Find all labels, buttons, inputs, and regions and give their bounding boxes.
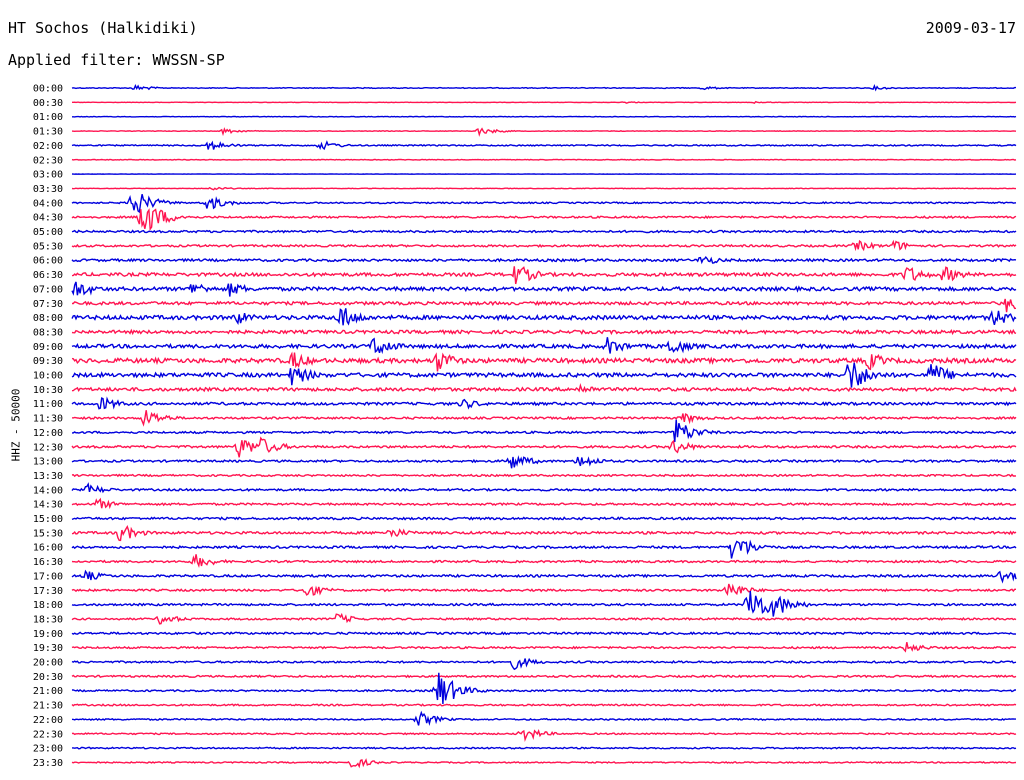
trace-row [71, 410, 1017, 427]
row-time-label: 10:30 [33, 385, 63, 396]
trace-row [71, 208, 1017, 231]
trace-row [71, 729, 1017, 742]
row-time-label: 14:00 [33, 485, 63, 496]
trace-row [71, 239, 1017, 252]
row-time-label: 08:00 [33, 313, 63, 324]
row-time-label: 20:00 [33, 658, 63, 669]
row-time-label: 18:30 [33, 614, 63, 625]
filter-label: Applied filter: WWSSN-SP [8, 51, 225, 69]
row-time-label: 15:30 [33, 528, 63, 539]
row-time-label: 18:00 [33, 600, 63, 611]
trace-row [71, 127, 1017, 137]
row-time-label: 03:30 [33, 184, 63, 195]
trace-row [71, 672, 1016, 705]
row-time-label: 09:00 [33, 342, 63, 353]
trace-row [71, 612, 1017, 625]
row-time-label: 07:30 [33, 299, 63, 310]
row-time-label: 23:30 [33, 758, 63, 769]
trace-row [71, 516, 1017, 521]
trace-row [71, 281, 1017, 297]
row-time-label: 11:00 [33, 399, 63, 410]
recording-date: 2009-03-17 [925, 19, 1016, 37]
trace-row [71, 158, 1017, 161]
trace-row [71, 436, 1017, 458]
row-time-label: 05:30 [33, 241, 63, 252]
row-time-label: 06:00 [33, 256, 63, 267]
trace-row [72, 746, 1017, 750]
trace-row [71, 186, 1016, 191]
trace-row [71, 337, 1017, 355]
row-time-label: 08:30 [33, 327, 63, 338]
row-time-label: 22:00 [33, 715, 63, 726]
trace-row [71, 583, 1016, 596]
trace-row [71, 308, 1017, 326]
row-time-label: 11:30 [33, 414, 63, 425]
trace-row [71, 194, 1017, 214]
row-time-label: 13:00 [33, 457, 63, 468]
trace-row [71, 631, 1017, 636]
row-time-label: 04:00 [33, 198, 63, 209]
row-time-label: 12:30 [33, 442, 63, 453]
trace-row [71, 482, 1017, 494]
trace-row [71, 591, 1017, 617]
row-time-label: 02:00 [33, 141, 63, 152]
row-time-label: 16:30 [33, 557, 63, 568]
row-time-label: 17:00 [33, 571, 63, 582]
trace-row [71, 642, 1017, 653]
trace-row [71, 396, 1017, 410]
row-time-label: 01:30 [33, 127, 63, 138]
trace-row [71, 255, 1017, 265]
row-time-label: 19:30 [33, 643, 63, 654]
trace-row [71, 83, 1016, 92]
row-time-label: 09:30 [33, 356, 63, 367]
row-time-label: 00:00 [33, 84, 63, 95]
row-time-label: 05:00 [33, 227, 63, 238]
trace-row [71, 758, 1017, 769]
row-time-label: 03:00 [33, 170, 63, 181]
trace-row [71, 539, 1017, 559]
row-time-label: 01:00 [33, 112, 63, 123]
row-time-label: 16:00 [33, 543, 63, 554]
row-time-label: 20:30 [33, 672, 63, 683]
trace-row [71, 455, 1017, 469]
trace-row [71, 266, 1017, 285]
row-time-label: 10:00 [33, 371, 63, 382]
row-time-label: 02:30 [33, 155, 63, 166]
trace-row [72, 419, 1017, 443]
trace-row [71, 382, 1017, 393]
row-time-label: 13:30 [33, 471, 63, 482]
row-time-label: 21:30 [33, 701, 63, 712]
trace-row [71, 703, 1017, 707]
trace-row [71, 525, 1017, 542]
trace-row [71, 674, 1017, 679]
row-time-label: 12:00 [33, 428, 63, 439]
row-time-label: 00:30 [33, 98, 63, 109]
row-time-label: 07:00 [33, 284, 63, 295]
trace-row [71, 473, 1017, 478]
row-time-label: 23:00 [33, 744, 63, 755]
row-time-label: 04:30 [33, 213, 63, 224]
trace-row [71, 569, 1017, 584]
trace-row [71, 710, 1016, 726]
trace-row [71, 328, 1017, 336]
trace-row [71, 229, 1017, 234]
row-time-label: 21:00 [33, 686, 63, 697]
row-time-label: 15:00 [33, 514, 63, 525]
row-time-label: 19:00 [33, 629, 63, 640]
trace-row [71, 362, 1017, 388]
trace-row [71, 351, 1017, 372]
row-time-label: 14:30 [33, 500, 63, 511]
station-title: HT Sochos (Halkidiki) [8, 19, 198, 37]
row-time-label: 17:30 [33, 586, 63, 597]
row-time-label: 06:30 [33, 270, 63, 281]
trace-row [71, 657, 1017, 671]
trace-row [72, 100, 1017, 105]
trace-row [71, 140, 1017, 151]
row-time-label: 22:30 [33, 729, 63, 740]
trace-row [72, 298, 1017, 313]
trace-row [71, 554, 1017, 569]
trace-row [71, 497, 1017, 510]
